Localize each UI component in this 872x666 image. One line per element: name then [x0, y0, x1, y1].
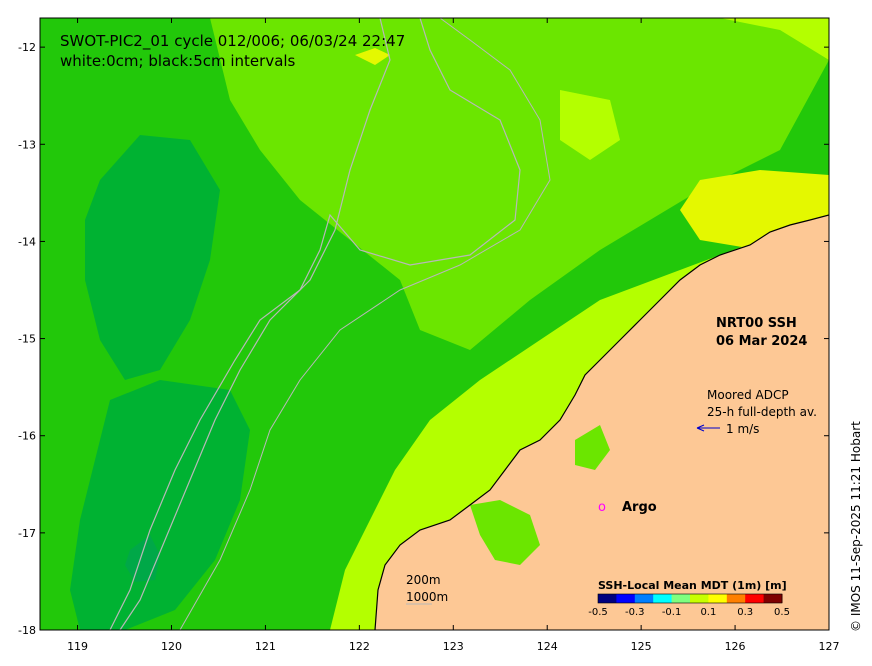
ssh-field-yellow-small	[355, 48, 390, 65]
colorbar	[597, 593, 783, 604]
colorbar-tick-label: 0.5	[774, 607, 790, 618]
argo-marker-icon: o	[598, 500, 606, 515]
colorbar-tick-label: -0.5	[588, 607, 608, 618]
plot-area	[40, 18, 829, 630]
colorbar-segment	[616, 594, 636, 603]
colorbar-segment	[671, 594, 691, 603]
isobath-outer	[179, 18, 551, 630]
adcp-label-line1: Moored ADCP	[707, 388, 789, 402]
x-tick-label: 122	[349, 640, 370, 653]
ssh-field-dark-green-north	[85, 135, 220, 380]
title-line2: white:0cm; black:5cm intervals	[60, 52, 296, 70]
colorbar-segment	[708, 594, 728, 603]
isobath-200m	[109, 18, 521, 630]
x-tick-label: 119	[67, 640, 88, 653]
plot-frame	[39, 17, 830, 631]
x-axis: 119 120 121 122 123 124 125 126 127	[67, 18, 840, 653]
colorbar-tick-label: -0.3	[625, 607, 645, 618]
credit-label: © IMOS 11-Sep-2025 11:21 Hobart	[849, 421, 863, 632]
y-tick-label: -17	[18, 527, 36, 540]
colorbar-segment	[653, 594, 673, 603]
colorbar-tick-label: 0.3	[737, 607, 753, 618]
y-tick-label: -14	[18, 235, 36, 248]
colorbar-segment	[726, 594, 746, 603]
colorbar-tick-label: -0.1	[662, 607, 682, 618]
colorbar-segment	[598, 594, 617, 603]
adcp-arrow-label: 1 m/s	[726, 422, 759, 436]
x-tick-label: 125	[631, 640, 652, 653]
isobath-1000m-label: 1000m	[406, 590, 448, 604]
adcp-label-line2: 25-h full-depth av.	[707, 405, 817, 419]
y-tick-label: -16	[18, 430, 36, 443]
x-tick-label: 121	[255, 640, 276, 653]
colorbar-segment	[690, 594, 709, 603]
x-tick-label: 127	[819, 640, 840, 653]
y-tick-label: -15	[18, 333, 36, 346]
gulf-inlet-1	[470, 500, 540, 565]
y-axis: -12 -13 -14 -15 -16 -17 -18	[18, 41, 829, 637]
colorbar-ticks: -0.5 -0.3 -0.1 0.1 0.3 0.5	[588, 607, 790, 618]
x-tick-label: 124	[537, 640, 558, 653]
nrt-label-line1: NRT00 SSH	[716, 316, 797, 331]
y-tick-label: -13	[18, 138, 36, 151]
colorbar-title: SSH-Local Mean MDT (1m) [m]	[598, 579, 787, 592]
gulf-inlet-2	[575, 425, 610, 470]
ssh-field-light-green	[210, 18, 829, 350]
ssh-field-yellow-green-north	[560, 90, 620, 160]
colorbar-frame	[597, 593, 783, 604]
ssh-field-dark-green-spot	[125, 535, 160, 582]
isobath-1000m	[119, 18, 391, 630]
y-tick-label: -12	[18, 41, 36, 54]
adcp-arrow-icon	[696, 424, 720, 432]
colorbar-segment	[763, 594, 783, 603]
nrt-label-line2: 06 Mar 2024	[716, 334, 807, 349]
colorbar-segment	[745, 594, 765, 603]
x-tick-label: 123	[443, 640, 464, 653]
colorbar-segment	[634, 594, 654, 603]
x-tick-label: 120	[161, 640, 182, 653]
isobath-200m-label: 200m	[406, 573, 441, 587]
colorbar-tick-label: 0.1	[700, 607, 716, 618]
y-tick-label: -18	[18, 624, 36, 637]
x-tick-label: 126	[725, 640, 746, 653]
coastline	[374, 214, 829, 630]
argo-label: Argo	[622, 500, 657, 515]
title-line1: SWOT-PIC2_01 cycle 012/006; 06/03/24 22:…	[60, 32, 405, 51]
